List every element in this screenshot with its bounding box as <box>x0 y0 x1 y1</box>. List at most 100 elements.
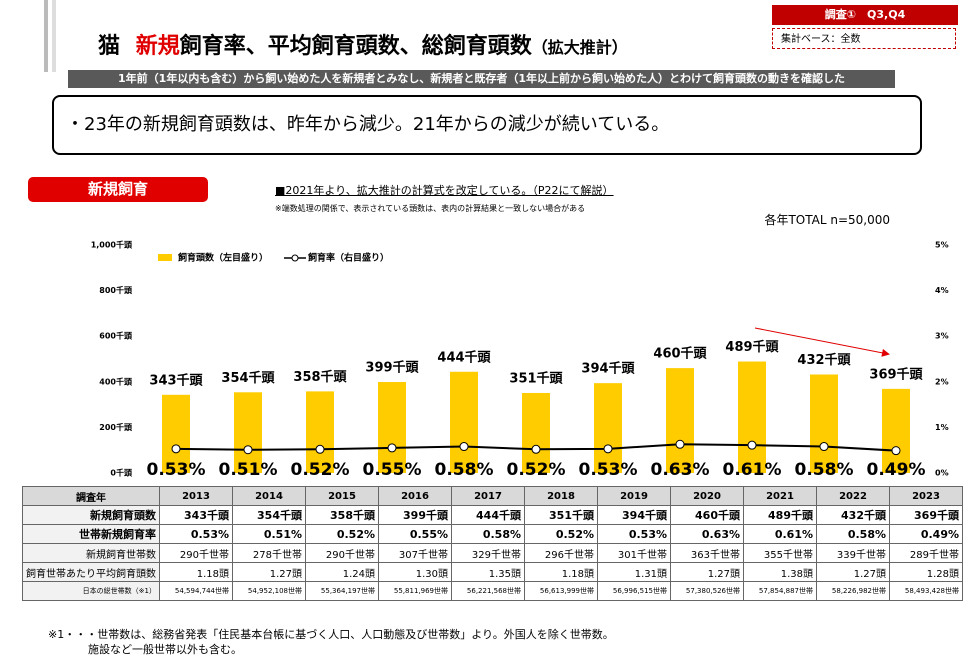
chart: 0千頭 200千頭 400千頭 600千頭 800千頭 1,000千頭 0% 1% 2% 3% 4%… <box>91 240 949 481</box>
line-label: 0.53% <box>579 460 638 480</box>
bar <box>378 382 406 473</box>
bar <box>306 391 334 473</box>
table-row: 調査年 2013 2014 2015 2016 2017 2018 2019 2020 2021 2… <box>22 486 963 506</box>
table-cell: 296千世帯 <box>524 543 598 563</box>
table-cell: 新規飼育世帯数 <box>22 543 160 563</box>
bar <box>450 371 478 473</box>
decor <box>52 0 56 72</box>
table-cell: 57,380,526世帯 <box>670 581 744 601</box>
bar-label: 489千頭 <box>725 339 779 355</box>
bar <box>882 388 910 473</box>
table-cell: 1.27頭 <box>670 562 744 582</box>
table-cell: 0.52% <box>305 524 379 544</box>
table-cell: 2020 <box>670 486 744 506</box>
line-label: 0.63% <box>651 460 710 480</box>
table-cell: 0.51% <box>232 524 306 544</box>
table-cell: 444千頭 <box>451 505 525 525</box>
table-cell: 54,952,108世帯 <box>232 581 306 601</box>
table-cell: 329千世帯 <box>451 543 525 563</box>
title-part: 飼育率、平均飼育頭数、総飼育頭数 <box>179 34 532 59</box>
trend-arrow <box>754 327 890 357</box>
marker <box>243 445 253 455</box>
bar <box>594 383 622 473</box>
table-cell: 290千世帯 <box>305 543 379 563</box>
bar-label: 399千頭 <box>365 360 419 376</box>
table-cell: 1.28頭 <box>889 562 963 582</box>
bar <box>162 394 190 473</box>
table-cell: 0.53% <box>597 524 671 544</box>
y2-tick-label: 1% <box>935 423 949 432</box>
y2-tick-label: 2% <box>935 377 949 386</box>
footnote: 施設など一般世帯以外も含む。 <box>88 643 242 656</box>
marker <box>819 442 829 452</box>
bar-label: 354千頭 <box>221 370 275 386</box>
table-cell: 56,221,568世帯 <box>451 581 525 601</box>
y-tick-label: 1,000千頭 <box>91 240 133 250</box>
table-cell: 2022 <box>816 486 890 506</box>
table-cell: 2018 <box>524 486 598 506</box>
legend-label: 飼育率（右目盛り） <box>307 252 389 264</box>
survey-label: 調査① Q3,Q4 <box>772 5 958 25</box>
table-cell: 0.63% <box>670 524 744 544</box>
title-part: 新規 <box>135 34 180 59</box>
table-cell: 2019 <box>597 486 671 506</box>
table-cell: 339千世帯 <box>816 543 890 563</box>
table-row: 飼育世帯あたり平均飼育頭数 1.18頭 1.27頭 1.24頭 1.30頭 1.35頭 1.… <box>22 562 963 582</box>
table-cell: 調査年 <box>22 486 160 506</box>
table-cell: 0.55% <box>378 524 452 544</box>
table-cell: 58,226,982世帯 <box>816 581 890 601</box>
table-cell: 343千頭 <box>159 505 233 525</box>
table-cell: 2015 <box>305 486 379 506</box>
table-cell: 0.61% <box>743 524 817 544</box>
table-cell: 369千頭 <box>889 505 963 525</box>
table-cell: 1.38頭 <box>743 562 817 582</box>
table-cell: 55,811,969世帯 <box>378 581 452 601</box>
bar <box>522 392 550 473</box>
line-label: 0.52% <box>507 460 566 480</box>
y2-tick-label: 4% <box>935 286 949 295</box>
table-cell: 1.31頭 <box>597 562 671 582</box>
bar-label: 369千頭 <box>869 366 923 382</box>
table-cell: 278千世帯 <box>232 543 306 563</box>
y2-tick-label: 0% <box>935 469 949 478</box>
marker <box>171 444 181 454</box>
table-cell: 351千頭 <box>524 505 598 525</box>
line-label: 0.58% <box>435 460 494 480</box>
table-cell: 489千頭 <box>743 505 817 525</box>
table-cell: 2021 <box>743 486 817 506</box>
y-tick-label: 0千頭 <box>110 468 133 478</box>
y-tick-label: 600千頭 <box>99 331 133 341</box>
line-label: 0.51% <box>219 460 278 480</box>
table-row: 世帯新規飼育率 0.53% 0.51% 0.52% 0.55% 0.58% 0.52% 0.5… <box>22 524 963 544</box>
total-note: 各年TOTAL n=50,000 <box>764 213 890 227</box>
bar <box>234 392 262 473</box>
line-label: 0.58% <box>795 460 854 480</box>
line-label: 0.52% <box>291 460 350 480</box>
table-wrap: 調査年 2013 2014 2015 2016 2017 2018 2019 2020 2021 2… <box>22 486 963 601</box>
table-cell: 301千世帯 <box>597 543 671 563</box>
table-cell: 1.35頭 <box>451 562 525 582</box>
y-tick-label: 200千頭 <box>99 422 133 432</box>
subtitle: 1年前（1年以内も含む）から飼い始めた人を新規者とみなし、新規者と既存者（1年以… <box>68 70 895 88</box>
legend-swatch <box>291 254 299 262</box>
table-cell: 2016 <box>378 486 452 506</box>
legend-swatch <box>158 254 172 261</box>
table-cell: 460千頭 <box>670 505 744 525</box>
table-row: 新規飼育頭数 343千頭 354千頭 358千頭 399千頭 444千頭 351千頭 394千… <box>22 505 963 525</box>
table-cell: 日本の総世帯数（※1） <box>22 581 160 601</box>
bar-label: 358千頭 <box>293 369 347 385</box>
table-cell: 58,493,428世帯 <box>889 581 963 601</box>
table-cell: 0.53% <box>159 524 233 544</box>
marker <box>675 439 685 449</box>
base-label: 集計ベース：全数 <box>772 28 956 49</box>
table-cell: 432千頭 <box>816 505 890 525</box>
marker <box>387 443 397 453</box>
bar <box>738 361 766 473</box>
table-cell: 0.52% <box>524 524 598 544</box>
table-cell: 54,594,744世帯 <box>159 581 233 601</box>
table-cell: 1.30頭 <box>378 562 452 582</box>
y2-tick-label: 5% <box>935 241 949 250</box>
table-cell: 57,854,887世帯 <box>743 581 817 601</box>
y-tick-label: 400千頭 <box>99 376 133 386</box>
